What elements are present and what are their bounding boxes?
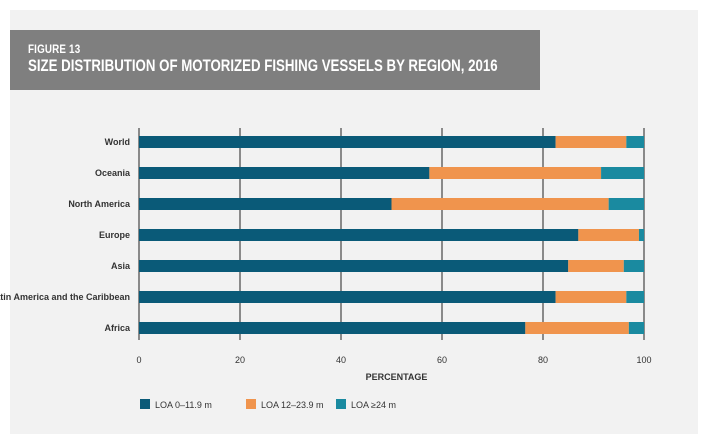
bar-segment xyxy=(623,260,644,272)
figure-title: SIZE DISTRIBUTION OF MOTORIZED FISHING V… xyxy=(28,56,498,75)
bar-segment xyxy=(626,291,644,303)
bar-segment xyxy=(608,198,644,210)
figure-label: FIGURE 13 xyxy=(28,42,81,56)
category-label: Europe xyxy=(99,230,130,240)
legend-swatch xyxy=(336,399,346,409)
category-label: Latin America and the Caribbean xyxy=(0,292,130,302)
category-label: North America xyxy=(68,199,131,209)
bar-segment xyxy=(139,322,526,334)
bar-segment xyxy=(555,136,627,148)
bar-segment xyxy=(139,229,579,241)
bar-segment xyxy=(628,322,644,334)
x-tick-label: 100 xyxy=(636,355,651,365)
category-label: Oceania xyxy=(95,168,131,178)
legend-label: LOA ≥24 m xyxy=(351,400,396,410)
bar-segment xyxy=(638,229,644,241)
bar-segment xyxy=(555,291,627,303)
category-label: Africa xyxy=(104,323,131,333)
bar-segment xyxy=(139,136,556,148)
x-tick-label: 0 xyxy=(136,355,141,365)
legend-label: LOA 12–23.9 m xyxy=(261,400,324,410)
bar-segment xyxy=(525,322,629,334)
bar-segment xyxy=(429,167,602,179)
x-tick-label: 40 xyxy=(336,355,346,365)
bar-segment xyxy=(578,229,639,241)
x-axis-title: PERCENTAGE xyxy=(366,372,428,382)
category-label: World xyxy=(105,137,130,147)
x-tick-label: 80 xyxy=(538,355,548,365)
legend-label: LOA 0–11.9 m xyxy=(155,400,212,410)
x-tick-label: 20 xyxy=(235,355,245,365)
bar-segment xyxy=(568,260,624,272)
x-tick-label: 60 xyxy=(437,355,447,365)
bar-segment xyxy=(139,260,569,272)
bar-segment xyxy=(139,167,430,179)
bar-segment xyxy=(626,136,644,148)
legend-swatch xyxy=(140,399,150,409)
bar-segment xyxy=(139,291,556,303)
bar-segment xyxy=(601,167,644,179)
legend-swatch xyxy=(246,399,256,409)
figure-header: FIGURE 13 SIZE DISTRIBUTION OF MOTORIZED… xyxy=(10,30,540,90)
category-label: Asia xyxy=(111,261,131,271)
bar-segment xyxy=(139,198,392,210)
bar-segment xyxy=(391,198,609,210)
